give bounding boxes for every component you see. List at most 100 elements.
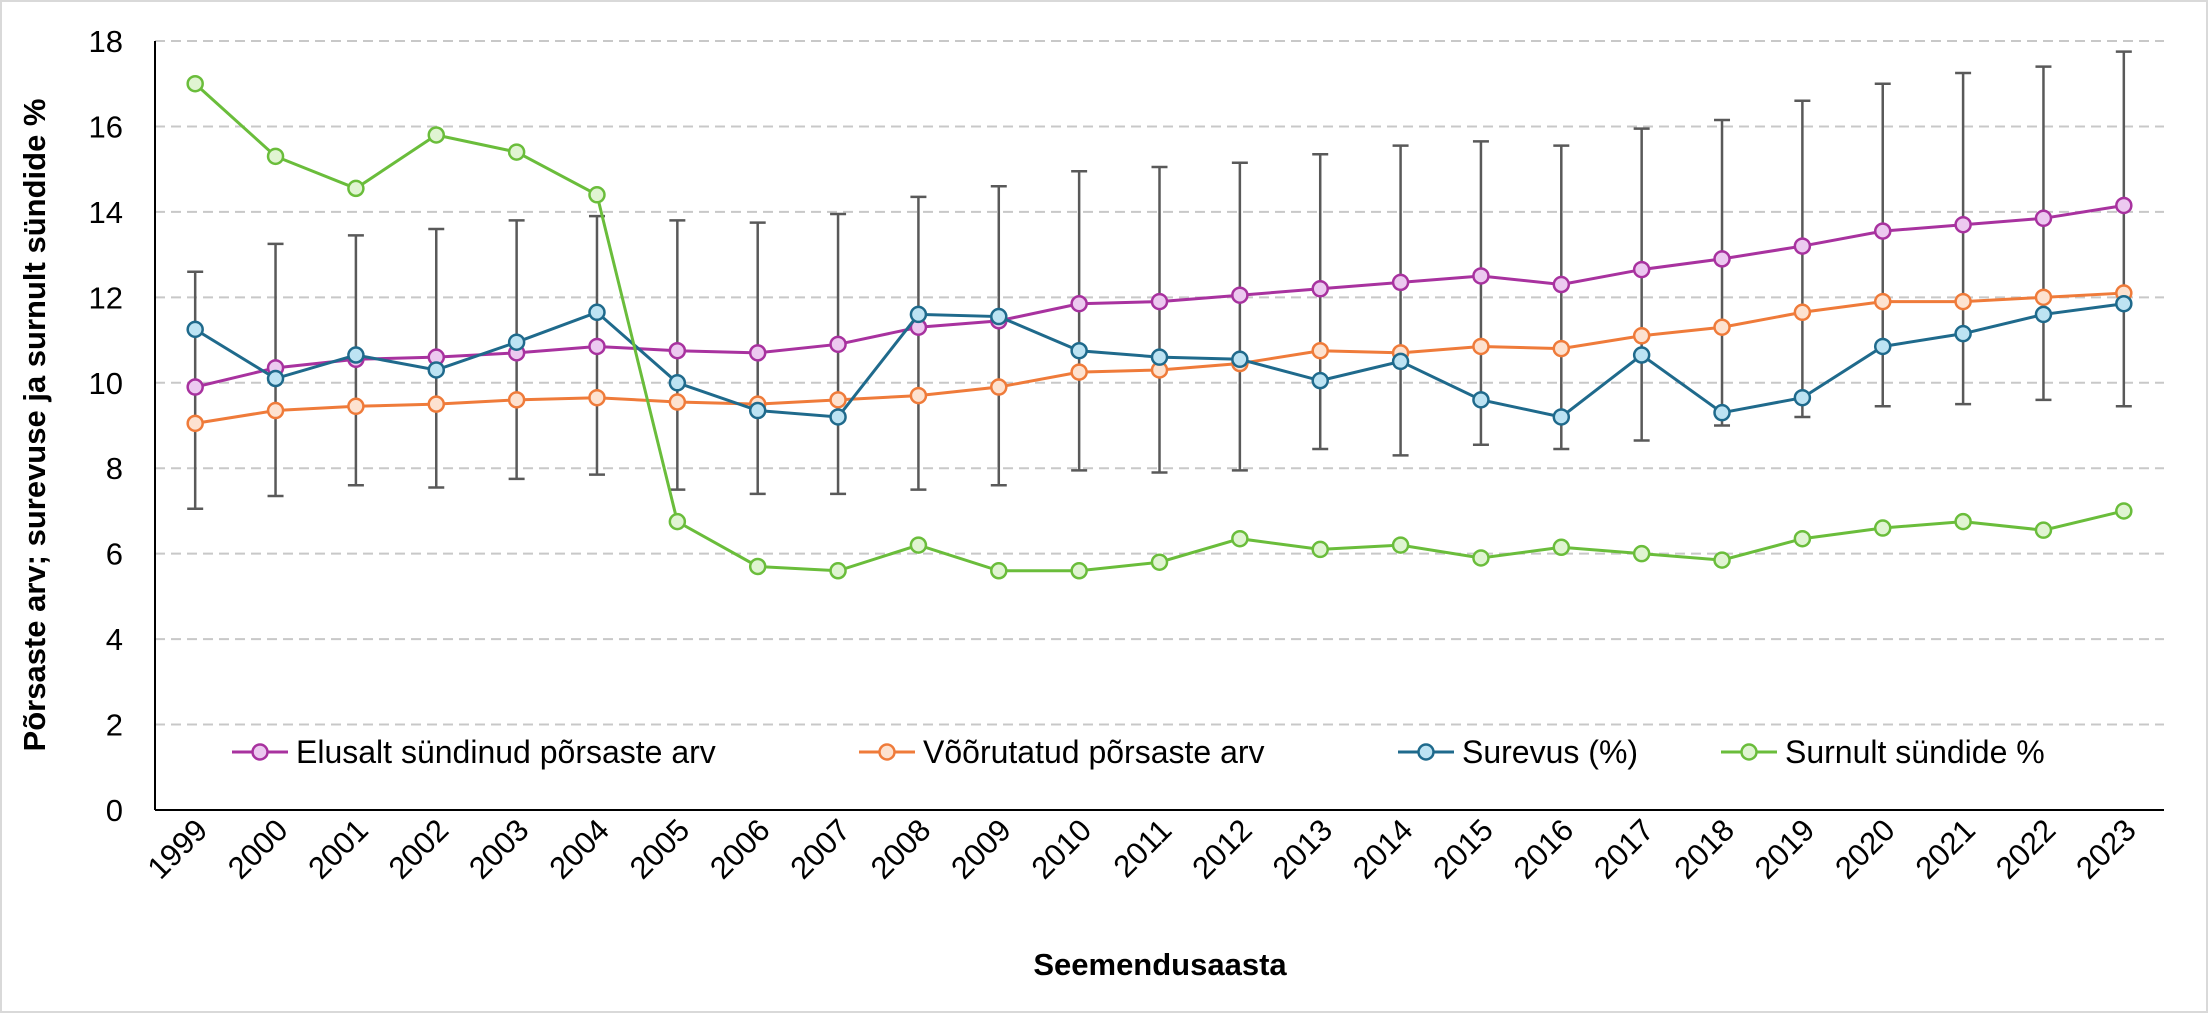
data-point <box>668 393 687 411</box>
data-point <box>829 391 847 409</box>
data-point <box>2115 196 2133 215</box>
data-point <box>748 401 767 420</box>
data-point <box>1954 324 1972 343</box>
data-point <box>186 414 204 433</box>
data-point <box>1472 337 1490 356</box>
data-point <box>668 374 687 392</box>
data-point <box>1150 292 1169 311</box>
y-tick-label: 4 <box>106 622 123 657</box>
data-point <box>1472 267 1490 285</box>
legend-label: Võõrutatud põrsaste arv <box>923 734 1265 770</box>
data-point <box>1954 512 1972 531</box>
data-point <box>909 386 928 405</box>
data-point <box>347 179 365 198</box>
data-point <box>1873 292 1892 311</box>
data-point <box>2115 294 2133 313</box>
error-bar <box>1151 165 1168 474</box>
data-point <box>1311 371 1329 390</box>
error-bar <box>1312 152 1329 451</box>
data-point <box>1070 341 1088 360</box>
data-point <box>2034 209 2053 228</box>
data-point <box>1793 388 1812 407</box>
data-point <box>748 344 767 362</box>
data-point <box>1954 292 1972 311</box>
error-bar <box>1794 99 1811 419</box>
data-point <box>1552 339 1571 358</box>
y-tick-label: 14 <box>89 195 123 230</box>
data-point <box>668 341 687 360</box>
data-point <box>1231 286 1249 304</box>
error-bar <box>1392 144 1409 457</box>
data-point <box>1231 350 1249 369</box>
data-point <box>1070 363 1088 381</box>
legend-marker <box>1740 743 1758 761</box>
data-point <box>1873 222 1892 240</box>
error-bar <box>1231 161 1248 472</box>
data-point <box>1793 529 1812 548</box>
data-point <box>588 186 606 204</box>
data-point <box>668 512 687 531</box>
data-point <box>748 557 767 576</box>
data-point <box>1632 260 1651 279</box>
y-tick-label: 2 <box>106 708 123 743</box>
data-point <box>1632 346 1651 364</box>
legend-marker <box>251 743 269 761</box>
data-point <box>1552 275 1571 294</box>
error-bar <box>2035 65 2052 402</box>
data-point <box>186 378 204 396</box>
error-bar <box>990 185 1007 487</box>
data-point <box>1070 294 1088 313</box>
data-point <box>347 397 365 416</box>
x-axis-title: Seemendusaasta <box>1033 947 1287 982</box>
data-point <box>2034 305 2053 324</box>
y-tick-label: 0 <box>106 793 123 828</box>
y-axis-title: Põrsaste arv; surevuse ja surnult sündid… <box>17 99 52 752</box>
data-point <box>1472 549 1490 567</box>
error-bar <box>2115 50 2132 408</box>
data-point <box>427 395 446 413</box>
data-point <box>1873 519 1892 537</box>
legend-label: Surnult sündide % <box>1785 734 2045 770</box>
data-point <box>1472 391 1490 409</box>
data-point <box>1311 540 1329 559</box>
error-bar <box>1955 71 1972 406</box>
data-point <box>1070 562 1088 580</box>
data-point <box>1713 403 1731 422</box>
y-tick-label: 6 <box>106 537 123 572</box>
y-tick-label: 8 <box>106 451 123 486</box>
data-point <box>1873 337 1892 356</box>
data-point <box>1793 303 1812 322</box>
data-point <box>909 305 928 324</box>
data-point <box>347 346 365 364</box>
data-point <box>1632 327 1651 345</box>
data-point <box>1391 273 1410 292</box>
legend-marker <box>878 743 896 761</box>
data-point <box>829 408 847 426</box>
error-bar <box>1633 127 1650 442</box>
data-point <box>1391 352 1410 371</box>
data-point <box>1391 536 1410 554</box>
data-point <box>266 147 285 166</box>
y-tick-label: 18 <box>89 24 123 59</box>
data-point <box>1150 348 1169 366</box>
data-point <box>1793 237 1812 255</box>
data-point <box>507 143 526 161</box>
data-point <box>507 333 526 351</box>
error-bar <box>1071 170 1088 472</box>
data-point <box>1713 318 1731 336</box>
data-point <box>427 361 446 379</box>
data-point <box>829 562 847 580</box>
data-point <box>990 307 1008 326</box>
error-bar <box>1714 118 1731 427</box>
data-point <box>588 303 606 322</box>
data-point <box>1231 529 1249 548</box>
data-point <box>2115 502 2133 520</box>
data-point <box>909 536 928 554</box>
data-point <box>588 337 606 356</box>
data-point <box>266 401 285 420</box>
data-point <box>507 391 526 409</box>
data-point <box>186 320 204 339</box>
data-point <box>1954 215 1972 234</box>
legend-label: Surevus (%) <box>1462 734 1638 770</box>
